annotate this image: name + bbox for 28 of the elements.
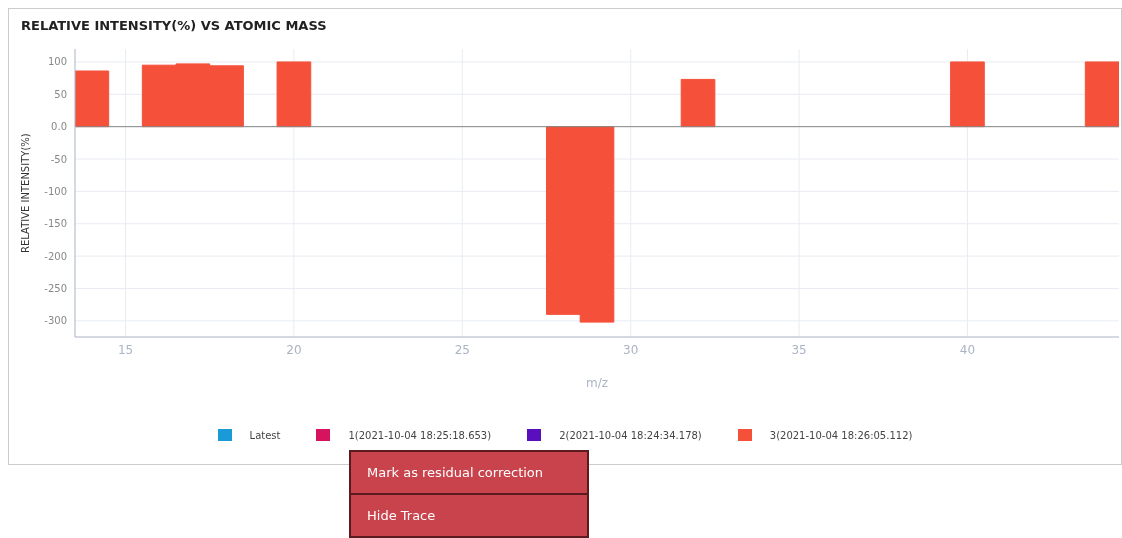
legend-label: Latest	[249, 429, 281, 441]
legend-label: 3(2021-10-04 18:26:05.112)	[769, 429, 913, 441]
bar	[950, 61, 985, 128]
y-tick-label: -150	[44, 218, 67, 230]
chart-title: RELATIVE INTENSITY(%) VS ATOMIC MASS	[21, 18, 327, 33]
y-tick-label: -200	[44, 250, 67, 262]
y-tick-label: 100	[47, 56, 67, 68]
legend-label: 1(2021-10-04 18:25:18.653)	[348, 429, 492, 441]
bar	[75, 70, 110, 128]
bar	[680, 78, 716, 128]
x-tick-label: 25	[454, 342, 470, 357]
x-axis-title: m/z	[585, 376, 609, 390]
bar	[276, 61, 312, 128]
y-axis-title: RELATIVE INTENSITY(%)	[19, 133, 31, 253]
y-tick-label: 50	[54, 88, 67, 100]
y-tick-label: -300	[44, 315, 67, 327]
y-tick-label: -100	[44, 185, 67, 197]
y-tick-label: -250	[44, 283, 67, 295]
x-tick-label: 20	[286, 342, 302, 357]
bar	[1084, 61, 1119, 128]
x-tick-label: 35	[791, 342, 807, 357]
y-tick-label: -50	[50, 153, 67, 165]
x-tick-label: 40	[959, 342, 976, 357]
y-tick-label: 0.0	[51, 121, 67, 133]
x-tick-label: 30	[623, 342, 639, 357]
x-tick-label: 15	[117, 342, 134, 357]
context-menu: Mark as residual correction Hide Trace	[349, 450, 589, 538]
legend-label: 2(2021-10-04 18:24:34.178)	[559, 429, 702, 441]
